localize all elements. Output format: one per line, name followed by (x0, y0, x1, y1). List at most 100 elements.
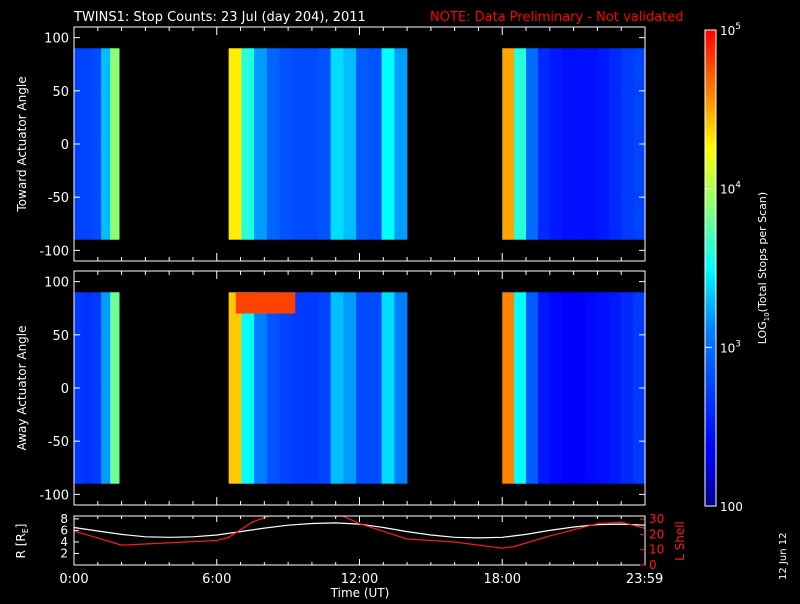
heatmap-cell (254, 292, 268, 484)
heatmap-cell (561, 292, 574, 484)
orbit-left-tick-label: 4 (60, 535, 68, 549)
heatmap-cell (585, 292, 598, 484)
generation-date: 12 Jun 12 (778, 533, 789, 580)
x-tick-label: 6:00 (202, 572, 231, 587)
heatmap-cell (343, 292, 357, 484)
heatmap-cell (356, 48, 370, 240)
heatmap-cell (621, 48, 634, 240)
heatmap-cell (266, 48, 280, 240)
heatmap-cell (266, 292, 280, 484)
heatmap-cell (502, 292, 515, 484)
y-tick-label: -100 (39, 244, 69, 259)
colorbar-gradient (704, 29, 717, 507)
heatmap-cell (228, 292, 242, 484)
y-tick-label: 100 (44, 276, 69, 291)
heatmap-cell (368, 48, 382, 240)
x-tick-label: 12:00 (341, 572, 378, 587)
heatmap-cell (305, 292, 319, 484)
colorbar-label: LOG10(Total Stops per Scan) (756, 192, 771, 344)
heatmap-cell (228, 48, 242, 240)
heatmap-cell (292, 48, 306, 240)
heatmap-cell (597, 292, 610, 484)
heatmap-cell (585, 48, 598, 240)
heatmap-cell (279, 48, 293, 240)
orbit-right-tick-label: 0 (649, 558, 657, 572)
heatmap-cell (573, 292, 586, 484)
orbit-left-tick-label: 2 (60, 546, 68, 560)
time-axis-label: Time (UT) (330, 586, 390, 600)
y-tick-label: 100 (44, 32, 69, 47)
toward-x-ticks (73, 27, 646, 261)
preliminary-note: NOTE: Data Preliminary - Not validated (430, 10, 684, 25)
heatmap-cell (514, 48, 527, 240)
heatmap-cell (110, 48, 120, 240)
toward-angle-panel: 100 50 0 -50 -100 Toward Actuator Angle (15, 26, 646, 262)
heatmap-cell (279, 292, 293, 484)
heatmap-cell (609, 48, 622, 240)
x-tick-label: 23:59 (626, 572, 663, 587)
heatmap-cell (101, 292, 111, 484)
orbit-right-tick-label: 20 (649, 527, 664, 541)
heatmap-cell (241, 292, 255, 484)
heatmap-cell (514, 292, 527, 484)
y-tick-label: 0 (61, 382, 69, 397)
heatmap-cell (330, 292, 344, 484)
away-y-axis-label: Away Actuator Angle (15, 325, 29, 450)
heatmap-cell (381, 48, 395, 240)
x-tick-label: 18:00 (484, 572, 521, 587)
orbit-left-tick-label: 8 (60, 512, 68, 526)
heatmap-cell (381, 292, 395, 484)
y-tick-label: -50 (48, 191, 69, 206)
colorbar-tick-label: 105 (720, 22, 741, 38)
toward-y-ticks: 100 50 0 -50 -100 (39, 32, 645, 259)
colorbar-tick-label: 104 (720, 181, 741, 197)
away-angle-panel: 100 50 0 -50 -100 Away Actuator Angle (15, 270, 646, 506)
heatmap-cell (502, 48, 515, 240)
orbit-right-tick-label: 10 (649, 543, 664, 557)
away-angle-heatmap (74, 292, 646, 484)
heatmap-cell (549, 48, 563, 240)
y-tick-label: 50 (52, 329, 69, 344)
away-x-ticks (73, 271, 646, 505)
orbit-lines (74, 516, 645, 549)
y-tick-label: -100 (39, 488, 69, 503)
y-tick-label: 50 (52, 85, 69, 100)
y-tick-label: 0 (61, 138, 69, 153)
toward-angle-heatmap (74, 48, 646, 240)
heatmap-cell (394, 48, 408, 240)
figure-title: TWINS1: Stop Counts: 23 Jul (day 204), 2… (73, 10, 366, 25)
orbit-left-axis-label: R [RE] (14, 524, 30, 559)
heatmap-cell (101, 48, 111, 240)
heatmap-cell (305, 48, 319, 240)
orbit-x-ticks: 0:00 6:00 12:00 18:00 23:59 (59, 516, 663, 587)
heatmap-cell (537, 48, 551, 240)
heatmap-cell (241, 48, 255, 240)
heatmap-cell (317, 292, 331, 484)
orbit-right-tick-label: 30 (649, 512, 664, 526)
heatmap-cell (368, 292, 382, 484)
y-tick-label: -50 (48, 435, 69, 450)
heatmap-cell (621, 292, 634, 484)
heatmap-cell (83, 292, 93, 484)
heatmap-cell (343, 48, 357, 240)
heatmap-cell (292, 292, 306, 484)
heatmap-cell (537, 292, 551, 484)
toward-y-axis-label: Toward Actuator Angle (15, 76, 29, 212)
heatmap-cell (609, 292, 622, 484)
x-tick-label: 0:00 (59, 572, 88, 587)
saturation-band (235, 292, 296, 314)
heatmap-cell (83, 48, 93, 240)
colorbar-tick-label: 100 (720, 500, 743, 514)
heatmap-cell (254, 48, 268, 240)
orbit-left-tick-label: 6 (60, 523, 68, 537)
colorbar-tick-label: 103 (720, 339, 741, 355)
heatmap-cell (394, 292, 408, 484)
colorbar: 105 104 103 100 LOG10(Total Stops per Scan) (704, 22, 771, 514)
colorbar-ticks: 105 104 103 100 (705, 22, 743, 514)
orbit-right-axis-label: L Shell (673, 521, 687, 561)
